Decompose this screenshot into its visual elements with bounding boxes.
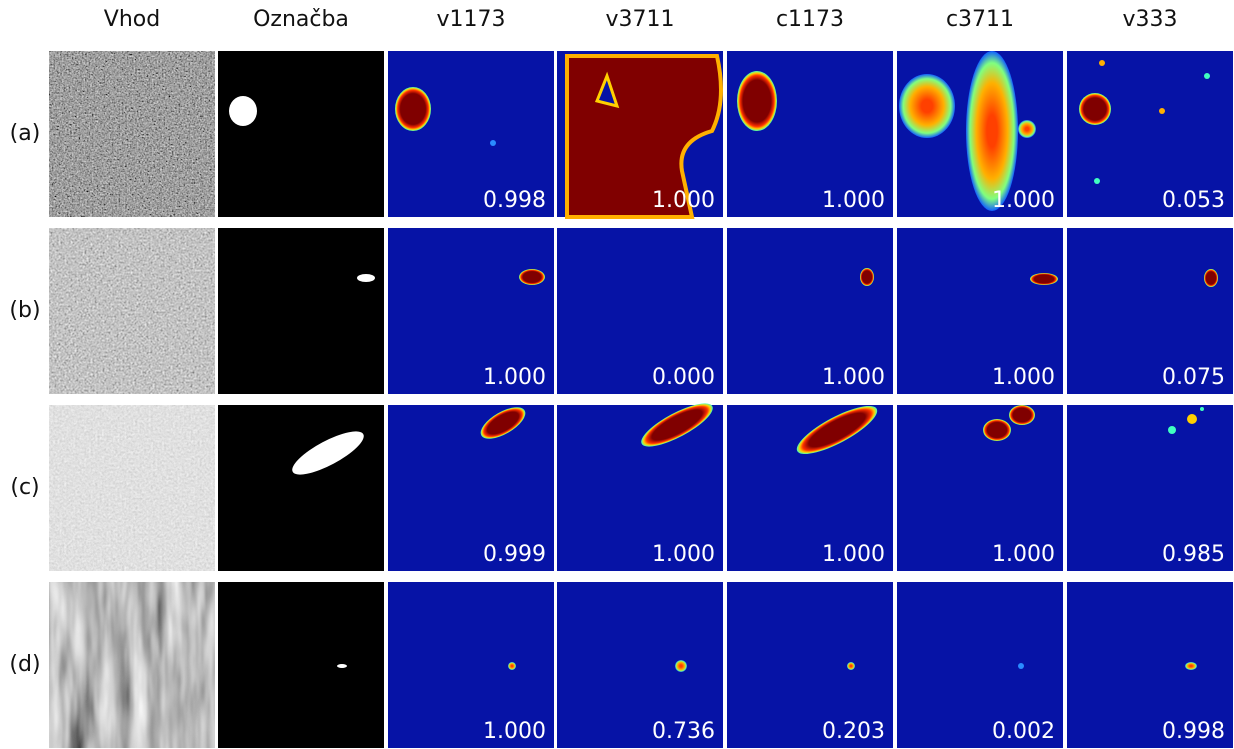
column-header: c3711: [946, 7, 1014, 32]
heatmap: 0.002: [897, 582, 1063, 748]
score: 0.203: [822, 719, 885, 744]
score: 0.002: [992, 719, 1055, 744]
score: 1.000: [483, 719, 546, 744]
heatmap: 0.998: [1067, 582, 1233, 748]
mask-region: [337, 664, 347, 668]
score: 1.000: [992, 188, 1055, 213]
heatmap-blob: [395, 87, 431, 131]
row-label: (a): [10, 121, 41, 146]
mask-region: [357, 274, 375, 282]
input-image: [49, 582, 215, 748]
label-mask: [218, 228, 384, 394]
score: 1.000: [822, 542, 885, 567]
mask-background: [218, 51, 384, 217]
score: 1.000: [992, 365, 1055, 390]
heatmap-blob: [1009, 405, 1035, 425]
heatmap-blob: [860, 268, 874, 286]
score: 0.998: [483, 188, 546, 213]
column-header: Vhod: [104, 7, 160, 32]
heatmap: 0.053: [1067, 51, 1233, 217]
score: 0.985: [1162, 542, 1225, 567]
score: 0.000: [652, 365, 715, 390]
column-header: Označba: [253, 7, 349, 32]
mask-background: [218, 582, 384, 748]
heatmap: 1.000: [897, 405, 1063, 571]
row-label: (d): [9, 652, 40, 677]
heatmap-blob: [1159, 108, 1165, 114]
score: 0.998: [1162, 719, 1225, 744]
heatmap: 1.000: [897, 228, 1063, 394]
heatmap-blob: [1030, 273, 1058, 285]
heatmap: 0.999: [388, 401, 554, 571]
score: 0.075: [1162, 365, 1225, 390]
heatmap-blob: [1204, 269, 1218, 287]
heatmap-blob: [490, 140, 496, 146]
heatmap-blob: [983, 419, 1011, 441]
column-header: v1173: [436, 7, 505, 32]
input-image: [49, 228, 215, 394]
heatmap-blob: [1018, 120, 1036, 138]
heatmap: 1.000: [557, 51, 723, 217]
heatmap-blob: [1204, 73, 1210, 79]
score: 1.000: [483, 365, 546, 390]
heatmap-blob: [1187, 414, 1197, 424]
score: 0.053: [1162, 188, 1225, 213]
heatmap-blob: [966, 51, 1018, 211]
label-mask: [218, 582, 384, 748]
heatmap: 1.000: [388, 582, 554, 748]
score: 1.000: [652, 188, 715, 213]
mask-background: [218, 405, 384, 571]
score: 1.000: [992, 542, 1055, 567]
input-image: [49, 405, 215, 571]
heatmap-blob: [1018, 663, 1024, 669]
score: 1.000: [652, 542, 715, 567]
score: 1.000: [822, 188, 885, 213]
input-noise: [49, 405, 215, 571]
column-header: v3711: [605, 7, 674, 32]
heatmap: 0.736: [557, 582, 723, 748]
heatmap: 0.985: [1067, 405, 1233, 571]
input-noise: [49, 582, 215, 748]
column-header: v333: [1122, 7, 1177, 32]
heatmap-blob: [1200, 407, 1204, 411]
score: 1.000: [822, 365, 885, 390]
column-header: c1173: [776, 7, 844, 32]
heatmap-blob: [899, 74, 955, 138]
heatmap-blob: [1168, 426, 1176, 434]
mask-background: [218, 228, 384, 394]
heatmap-blob: [675, 660, 687, 672]
heatmap: 1.000: [897, 51, 1063, 217]
label-mask: [218, 51, 384, 217]
heatmap: 0.075: [1067, 228, 1233, 394]
heatmap-blob: [1185, 662, 1197, 670]
heatmap-blob: [1094, 178, 1100, 184]
heatmap: 1.000: [727, 51, 893, 217]
heatmap: 1.000: [557, 396, 723, 571]
input-image: [49, 51, 215, 217]
figure: Vhod Označba v1173 v3711 c1173 c3711 v333 (a) 0.…: [0, 0, 1234, 749]
mask-region: [229, 96, 257, 126]
input-noise: [49, 228, 215, 394]
heatmap-blob: [847, 662, 855, 670]
heatmap-blob: [519, 269, 545, 285]
input-noise: [49, 51, 215, 217]
heatmap-blob: [737, 71, 777, 131]
score: 0.736: [652, 719, 715, 744]
score: 0.999: [483, 542, 546, 567]
heatmap: 1.000: [388, 228, 554, 394]
heatmap: 1.000: [727, 228, 893, 394]
heatmap: 0.203: [727, 582, 893, 748]
heatmap-blob: [1099, 60, 1105, 66]
heatmap: 0.998: [388, 51, 554, 217]
heatmap-blob: [508, 662, 516, 670]
heatmap-blob: [1079, 93, 1111, 125]
row-label: (b): [9, 298, 40, 323]
label-mask: [218, 405, 384, 571]
row-label: (c): [10, 475, 39, 500]
heatmap: 1.000: [727, 397, 893, 571]
heatmap: 0.000: [557, 228, 723, 394]
